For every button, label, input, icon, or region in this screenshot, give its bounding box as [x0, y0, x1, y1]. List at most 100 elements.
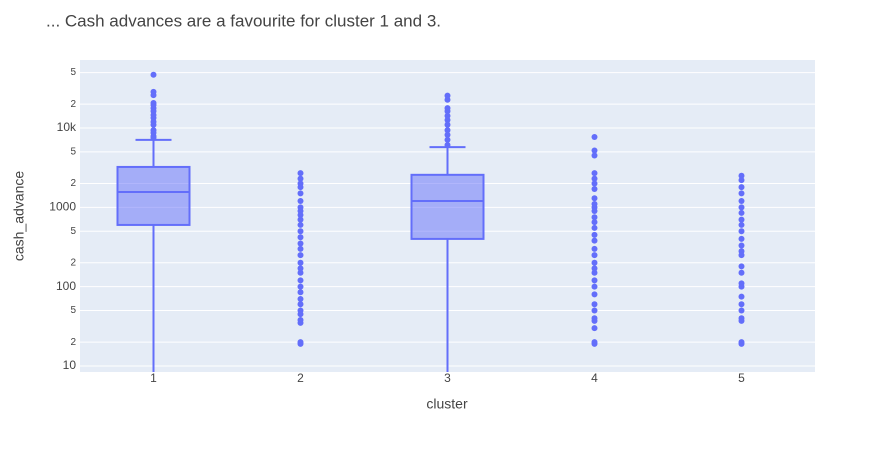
- y-tick-label: 5: [70, 147, 76, 158]
- outlier-point: [591, 231, 598, 238]
- outlier-point: [297, 221, 304, 228]
- outlier-point: [738, 252, 745, 259]
- outlier-point: [591, 237, 598, 244]
- x-tick-label: 3: [444, 371, 451, 385]
- outlier-point: [591, 252, 598, 259]
- outlier-point: [297, 240, 304, 247]
- outlier-point: [738, 198, 745, 205]
- outlier-point: [738, 209, 745, 216]
- outlier-point: [591, 269, 598, 276]
- outlier-point: [591, 291, 598, 298]
- outlier-point: [591, 180, 598, 187]
- outlier-point: [591, 175, 598, 182]
- outlier-point: [297, 212, 304, 219]
- outlier-point: [591, 214, 598, 221]
- outlier-point: [297, 252, 304, 259]
- outlier-point: [444, 96, 451, 103]
- outlier-point: [297, 340, 304, 347]
- outlier-point: [591, 207, 598, 214]
- y-tick-label: 2: [70, 178, 76, 189]
- outlier-point: [150, 134, 157, 141]
- outlier-point: [297, 283, 304, 290]
- outlier-point: [738, 242, 745, 249]
- x-axis-label: cluster: [426, 396, 468, 412]
- outlier-point: [738, 172, 745, 179]
- y-tick-label: 2: [70, 257, 76, 268]
- outlier-point: [297, 184, 304, 191]
- x-tick-label: 4: [591, 371, 598, 385]
- outlier-point: [738, 263, 745, 270]
- x-tick-label: 2: [297, 371, 304, 385]
- outlier-point: [444, 127, 451, 134]
- outlier-point: [591, 219, 598, 226]
- chart-title: ... Cash advances are a favourite for cl…: [46, 11, 441, 30]
- outlier-point: [591, 245, 598, 252]
- outlier-point: [297, 170, 304, 177]
- x-tick-label: 1: [150, 371, 157, 385]
- outlier-point: [591, 186, 598, 193]
- outlier-point: [297, 216, 304, 223]
- outlier-point: [297, 277, 304, 284]
- box: [116, 165, 191, 226]
- outlier-point: [738, 293, 745, 300]
- outlier-point: [591, 147, 598, 154]
- outlier-point: [591, 134, 598, 141]
- outlier-point: [738, 307, 745, 314]
- y-tick-label: 2: [70, 337, 76, 348]
- outlier-point: [591, 307, 598, 314]
- outlier-point: [444, 142, 451, 149]
- outlier-point: [591, 224, 598, 231]
- outlier-point: [738, 184, 745, 191]
- outlier-point: [591, 340, 598, 347]
- outlier-point: [738, 221, 745, 228]
- outlier-point: [297, 319, 304, 326]
- plot: [116, 71, 745, 372]
- outlier-point: [738, 269, 745, 276]
- outlier-point: [297, 228, 304, 235]
- outlier-point: [297, 289, 304, 296]
- outlier-point: [738, 283, 745, 290]
- outlier-point: [738, 340, 745, 347]
- y-tick-label: 5: [70, 305, 76, 316]
- outlier-point: [591, 277, 598, 284]
- outlier-point: [738, 204, 745, 211]
- outlier-point: [591, 301, 598, 308]
- outlier-point: [297, 259, 304, 266]
- y-tick-label: 10k: [57, 120, 77, 134]
- y-tick-label: 100: [56, 279, 76, 293]
- outlier-point: [297, 175, 304, 182]
- outlier-point: [591, 170, 598, 177]
- outlier-point: [297, 190, 304, 197]
- y-tick-label: 10: [63, 358, 77, 372]
- outlier-point: [591, 283, 598, 290]
- outlier-point: [444, 112, 451, 119]
- outlier-point: [591, 259, 598, 266]
- box: [410, 173, 485, 240]
- outlier-point: [738, 235, 745, 242]
- outlier-point: [591, 265, 598, 272]
- outlier-point: [591, 195, 598, 202]
- outlier-point: [297, 301, 304, 308]
- outlier-point: [444, 92, 451, 99]
- outlier-point: [444, 117, 451, 124]
- y-axis-label: cash_advance: [11, 171, 27, 262]
- outlier-point: [591, 325, 598, 332]
- outlier-point: [444, 136, 451, 143]
- outlier-point: [444, 108, 451, 115]
- outlier-point: [297, 198, 304, 205]
- outlier-point: [150, 71, 157, 78]
- outlier-point: [297, 295, 304, 302]
- y-tick-label: 5: [70, 67, 76, 78]
- outlier-point: [738, 228, 745, 235]
- outlier-point: [444, 131, 451, 138]
- outlier-point: [297, 311, 304, 318]
- outlier-point: [591, 317, 598, 324]
- outlier-point: [297, 245, 304, 252]
- outlier-point: [738, 216, 745, 223]
- outlier-point: [591, 152, 598, 159]
- y-tick-label: 5: [70, 226, 76, 237]
- y-tick-label: 2: [70, 99, 76, 110]
- x-tick-label: 5: [738, 371, 745, 385]
- outlier-point: [150, 92, 157, 99]
